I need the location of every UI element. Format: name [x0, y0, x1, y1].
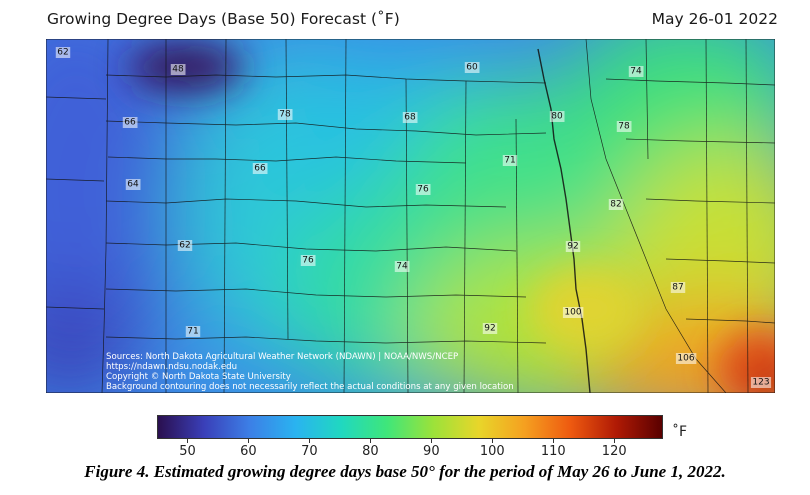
gdd-map: 62 48 60 74 66 78 68 80 78 71 66 64 76 8… — [46, 39, 775, 393]
station-value-background — [502, 155, 518, 166]
station-value: 92 — [567, 242, 578, 252]
date-range: May 26-01 2022 — [651, 10, 778, 28]
station-value: 78 — [279, 110, 291, 120]
station-value: 123 — [752, 378, 769, 388]
colorbar-tick-label: 70 — [301, 444, 318, 459]
station-value: 68 — [404, 113, 416, 123]
station-value: 71 — [504, 156, 515, 166]
colorbar-tick-label: 50 — [179, 444, 196, 459]
station-value: 82 — [610, 200, 621, 210]
colorbar-tick-mark — [614, 439, 616, 443]
station-value-background — [402, 112, 418, 123]
station-value: 78 — [618, 122, 630, 132]
station-value: 80 — [551, 112, 563, 122]
station-value-background — [177, 240, 193, 251]
station-value-background — [300, 255, 316, 266]
colorbar-tick-label: 120 — [601, 444, 627, 459]
source-line: Copyright © North Dakota State Universit… — [106, 372, 291, 382]
station-value-background — [628, 66, 644, 77]
station-value: 62 — [57, 48, 68, 58]
colorbar-tick-label: 100 — [479, 444, 505, 459]
station-value: 76 — [302, 256, 314, 266]
station-value: 76 — [417, 185, 429, 195]
station-value-background — [675, 353, 697, 364]
station-value: 87 — [672, 283, 683, 293]
station-value-background — [277, 109, 293, 120]
colorbar-tick-label: 60 — [240, 444, 257, 459]
colorbar-tick-mark — [492, 439, 494, 443]
station-value-background — [565, 241, 581, 252]
station-value-background — [55, 47, 71, 58]
colorbar-unit: ˚F — [672, 424, 688, 440]
station-value-background — [185, 326, 201, 337]
station-value-background — [616, 121, 632, 132]
source-line: https://ndawn.ndsu.nodak.edu — [106, 362, 237, 372]
station-values: 62 48 60 74 66 78 68 80 78 71 66 64 76 8… — [55, 47, 772, 388]
station-value: 100 — [564, 308, 581, 318]
station-value-background — [170, 64, 186, 75]
station-value-background — [608, 199, 624, 210]
station-value-background — [750, 377, 772, 388]
station-value-background — [549, 111, 565, 122]
colorbar-tick-mark — [248, 439, 250, 443]
sources-note: Sources: North Dakota Agricultural Weath… — [106, 352, 514, 392]
station-value: 92 — [484, 324, 495, 334]
station-value: 71 — [187, 327, 198, 337]
colorbar-tick-mark — [431, 439, 433, 443]
source-line: Sources: North Dakota Agricultural Weath… — [106, 352, 458, 362]
station-value-background — [464, 62, 480, 73]
station-value-background — [415, 184, 431, 195]
station-value: 66 — [124, 118, 136, 128]
county-boundaries — [46, 39, 775, 393]
station-value-background — [394, 261, 410, 272]
colorbar-ticks: 50 60 70 80 90 100 110 120 — [157, 439, 663, 463]
colorbar — [157, 415, 663, 439]
station-value: 74 — [396, 262, 408, 272]
station-value-background — [125, 179, 141, 190]
colorbar-tick-mark — [553, 439, 555, 443]
station-value: 74 — [630, 67, 642, 77]
colorbar-tick-label: 80 — [362, 444, 379, 459]
temperature-contour — [46, 39, 775, 393]
station-value: 66 — [254, 164, 266, 174]
station-value: 62 — [179, 241, 190, 251]
station-value: 106 — [677, 354, 694, 364]
colorbar-tick-mark — [187, 439, 189, 443]
colorbar-tick-label: 110 — [540, 444, 566, 459]
station-value: 60 — [466, 63, 478, 73]
station-value-background — [670, 282, 686, 293]
station-value-background — [252, 163, 268, 174]
station-value: 48 — [172, 65, 184, 75]
colorbar-tick-label: 90 — [423, 444, 440, 459]
map-title: Growing Degree Days (Base 50) Forecast (… — [47, 10, 400, 28]
station-value-background — [562, 307, 584, 318]
figure-caption: Figure 4. Estimated growing degree days … — [84, 462, 726, 481]
colorbar-tick-mark — [309, 439, 311, 443]
station-value: 64 — [127, 180, 139, 190]
source-line: Background contouring does not necessari… — [106, 382, 514, 392]
colorbar-tick-mark — [370, 439, 372, 443]
station-value-background — [482, 323, 498, 334]
station-value-background — [122, 117, 138, 128]
